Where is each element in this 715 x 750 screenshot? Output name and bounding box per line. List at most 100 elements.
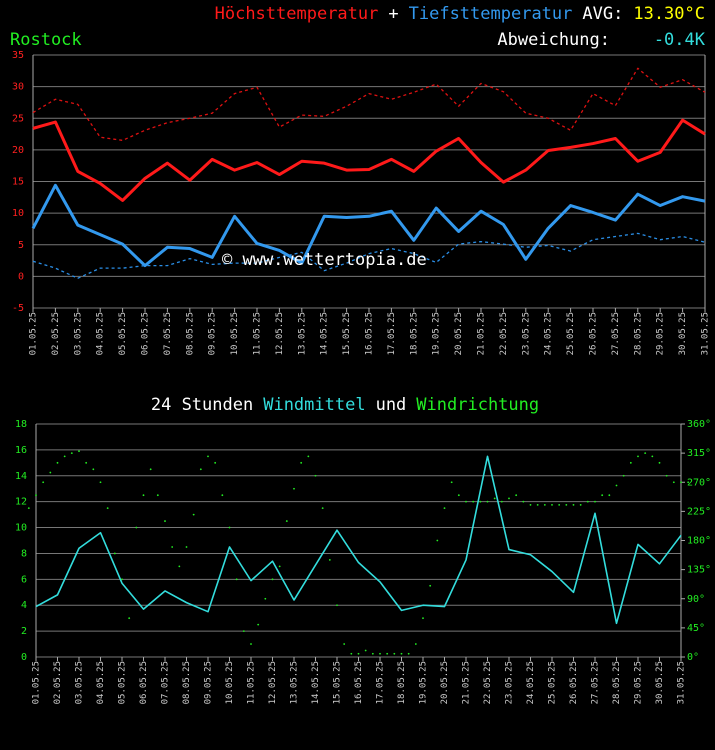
- direction-dot: [293, 487, 295, 490]
- x-tick-label: 13.05.25: [290, 661, 300, 704]
- direction-dot: [522, 500, 525, 503]
- y-tick-label: 10: [15, 523, 27, 534]
- x-tick-label: 10.05.25: [230, 312, 240, 355]
- direction-dot: [651, 455, 654, 458]
- x-tick-label: 14.05.25: [320, 312, 330, 355]
- y-tick-label: 2: [21, 626, 27, 637]
- direction-dot: [142, 494, 145, 497]
- direction-dot: [572, 504, 575, 506]
- x-tick-label: 03.05.25: [75, 661, 85, 704]
- x-tick-label: 16.05.25: [354, 661, 364, 704]
- x-tick-label: 04.05.25: [96, 661, 106, 704]
- direction-dot: [422, 617, 424, 620]
- direction-dot: [608, 494, 611, 497]
- direction-dot: [343, 643, 346, 645]
- x-tick-label: 03.05.25: [73, 312, 83, 355]
- x-tick-label: 04.05.25: [96, 312, 106, 355]
- x-tick-label: 29.05.25: [634, 661, 644, 704]
- x-tick-label: 12.05.25: [275, 312, 285, 355]
- direction-dot: [644, 452, 647, 455]
- direction-dot: [63, 455, 66, 458]
- direction-dot: [113, 552, 116, 555]
- direction-dot: [192, 513, 195, 516]
- x-tick-label: 02.05.25: [53, 661, 63, 704]
- direction-dot: [594, 500, 596, 503]
- direction-dot: [171, 546, 174, 548]
- direction-dot: [450, 481, 453, 484]
- direction-dot: [558, 504, 561, 506]
- x-tick-label: 05.05.25: [118, 312, 128, 355]
- direction-dot: [135, 526, 138, 529]
- direction-dot: [56, 461, 59, 464]
- x-tick-label: 14.05.25: [311, 661, 321, 704]
- x-tick-label: 17.05.25: [387, 312, 397, 355]
- direction-dot: [658, 461, 661, 464]
- title-part: AVG:: [582, 4, 623, 24]
- direction-dot: [665, 474, 668, 477]
- x-tick-label: 24.05.25: [544, 312, 554, 355]
- title-part: Tiefsttemperatur: [409, 4, 573, 24]
- deviation-label: Abweichung:: [497, 30, 610, 50]
- x-tick-label: 06.05.25: [141, 312, 151, 355]
- direction-dot: [465, 500, 467, 503]
- direction-dot: [307, 455, 310, 458]
- y2-tick-label: 315°: [687, 448, 711, 459]
- title-part: 13.30°C: [633, 4, 705, 24]
- direction-dot: [214, 461, 217, 464]
- x-tick-label: 25.05.25: [566, 312, 576, 355]
- direction-dot: [199, 468, 202, 471]
- direction-dot: [228, 526, 231, 529]
- y-tick-label: 18: [15, 419, 27, 430]
- x-tick-label: 11.05.25: [253, 312, 263, 355]
- direction-dot: [379, 652, 381, 655]
- direction-dot: [680, 481, 682, 484]
- direction-dot: [42, 481, 45, 484]
- watermark: © www.wettertopia.de: [222, 250, 427, 270]
- x-tick-label: 09.05.25: [204, 661, 214, 704]
- direction-dot: [672, 481, 675, 484]
- y-tick-label: 15: [12, 177, 24, 188]
- direction-dot: [128, 617, 131, 620]
- series-line: [35, 455, 682, 625]
- direction-dot: [615, 484, 618, 487]
- x-tick-label: 30.05.25: [655, 661, 665, 704]
- y-tick-label: 30: [12, 82, 24, 93]
- direction-dot: [235, 578, 238, 581]
- x-tick-label: 20.05.25: [454, 312, 464, 355]
- location: Rostock: [10, 30, 82, 50]
- direction-dot: [271, 578, 274, 581]
- direction-dot: [336, 604, 338, 607]
- y2-tick-label: 270°: [687, 477, 711, 488]
- series-line: [32, 67, 706, 142]
- x-tick-label: 25.05.25: [548, 661, 558, 704]
- title-part: und: [376, 395, 407, 415]
- direction-dot: [371, 652, 374, 655]
- direction-dot: [586, 500, 589, 503]
- direction-dot: [479, 500, 482, 503]
- direction-dot: [121, 578, 123, 581]
- x-tick-label: 18.05.25: [409, 312, 419, 355]
- direction-dot: [242, 630, 245, 633]
- x-tick-label: 15.05.25: [333, 661, 343, 704]
- y2-tick-label: 90°: [687, 594, 705, 605]
- y2-tick-label: 45°: [687, 623, 705, 634]
- direction-dot: [35, 494, 37, 497]
- x-tick-label: 18.05.25: [397, 661, 407, 704]
- y-tick-label: 8: [21, 548, 27, 559]
- y-tick-label: 35: [12, 50, 24, 61]
- direction-dot: [414, 643, 417, 645]
- direction-dot: [407, 652, 410, 655]
- direction-dot: [429, 584, 432, 587]
- direction-dot: [500, 500, 503, 503]
- direction-dot: [164, 520, 166, 522]
- x-tick-label: 11.05.25: [247, 661, 257, 704]
- direction-dot: [328, 559, 331, 561]
- x-tick-label: 08.05.25: [185, 312, 195, 355]
- direction-dot: [350, 652, 353, 655]
- title-part: +: [388, 4, 398, 24]
- direction-dot: [579, 504, 582, 506]
- direction-dot: [106, 507, 109, 510]
- y-tick-label: -5: [12, 303, 24, 314]
